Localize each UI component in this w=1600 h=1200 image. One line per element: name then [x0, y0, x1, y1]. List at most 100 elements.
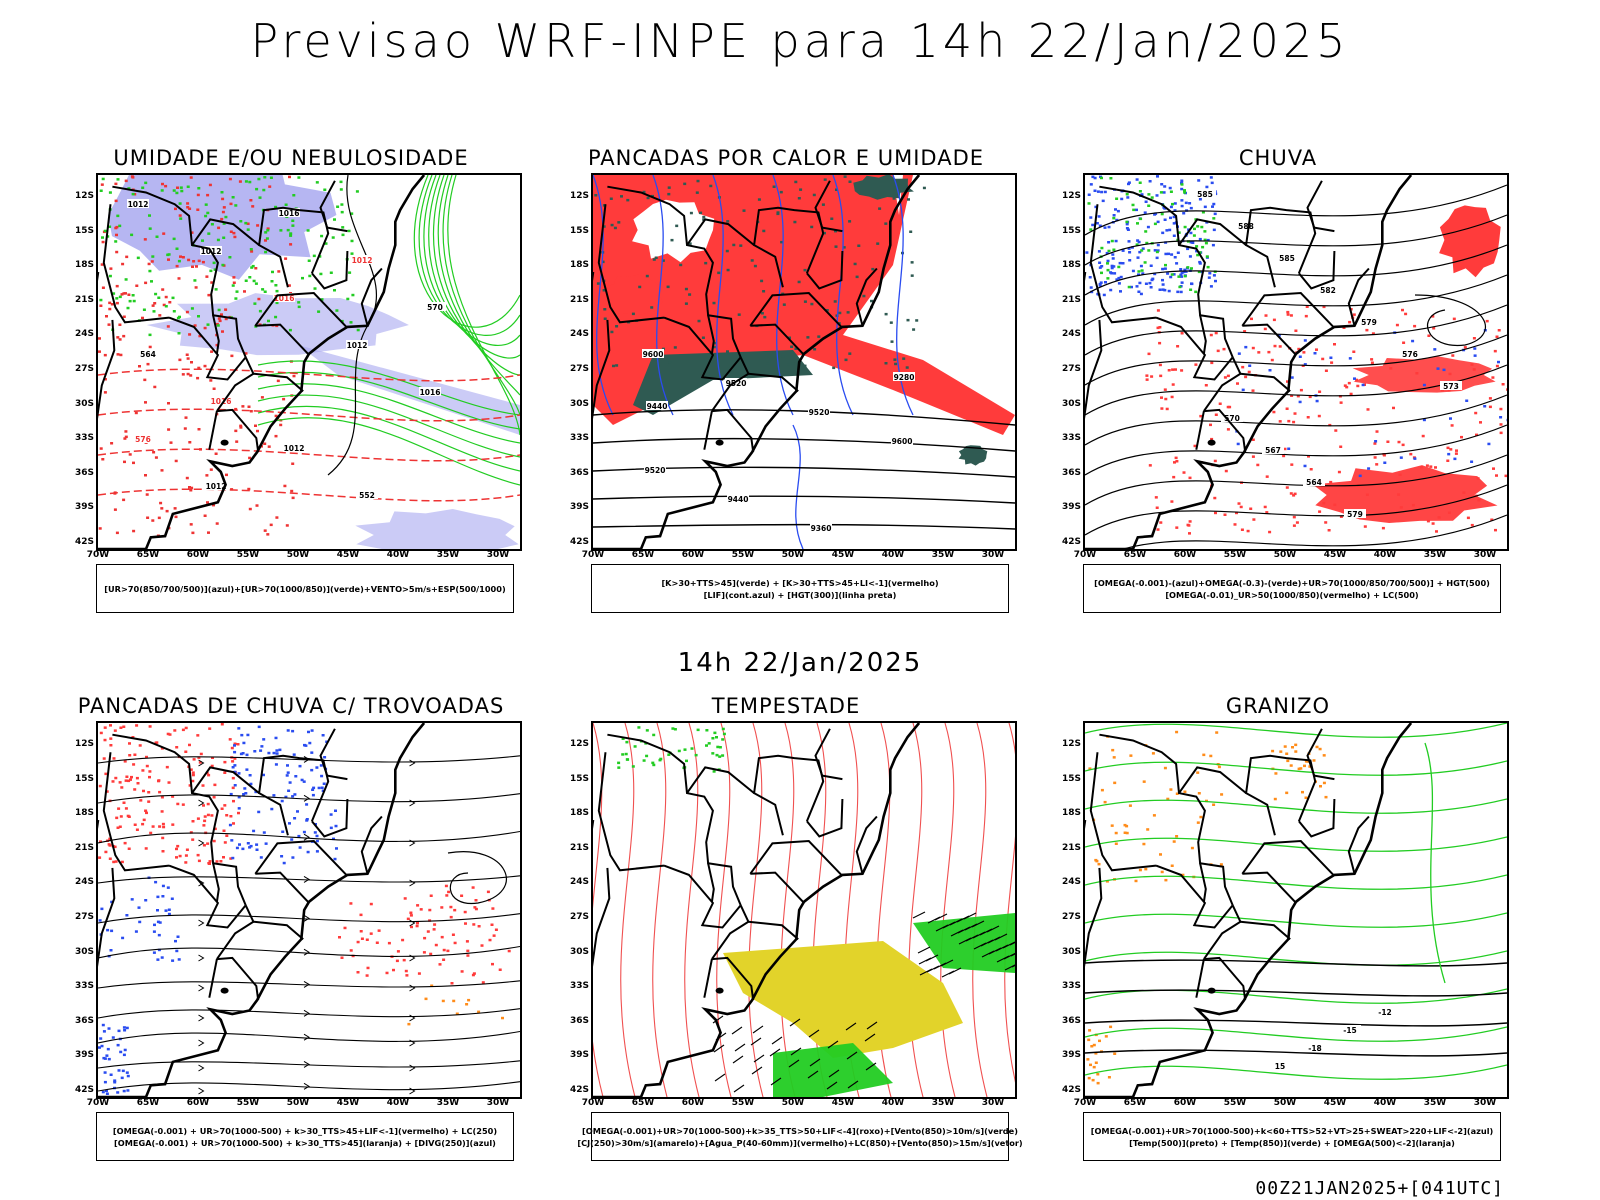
coastline-border-layer [98, 723, 426, 1097]
latitude-tick-label: 12S [569, 191, 589, 201]
longitude-tick-label: 60W [186, 1098, 210, 1108]
longitude-tick-label: 30W [486, 1098, 510, 1108]
latitude-tick-label: 15S [569, 225, 589, 236]
contour-label: 1012 [128, 200, 149, 209]
contour-label: 579 [1361, 318, 1377, 327]
latitude-tick-label: 39S [74, 502, 94, 513]
latitude-tick-label: 24S [1061, 877, 1081, 888]
middle-date: 14h 22/Jan/2025 [677, 648, 923, 678]
latitude-tick-label: 27S [74, 912, 94, 922]
latitude-tick-label: 39S [569, 1050, 589, 1061]
longitude-tick-label: 30W [1473, 1098, 1497, 1108]
forecast-field-layer: 9600 9520 9520 9600 9520 9440 9360 9280 9440 [593, 175, 1015, 549]
longitude-tick-label: 60W [681, 1098, 705, 1108]
latitude-tick-label: 27S [1061, 364, 1081, 374]
contour-label: 576 [1402, 350, 1418, 359]
longitude-tick-label: 55W [731, 550, 755, 560]
forecast-field-layer: 585 588 585 582 579 576 573 570 567 564 579 [1085, 175, 1507, 549]
contour-label: 1016 [279, 209, 300, 218]
longitude-tick-label: 30W [981, 1098, 1005, 1108]
contour-label: 564 [1306, 478, 1322, 487]
longitude-tick-label: 35W [436, 1098, 460, 1108]
forecast-field-layer [98, 723, 520, 1097]
panel-pancadas-calor: PANCADAS POR CALOR E UMIDADE 12S 15S 18S 21S… [551, 146, 1021, 626]
longitude-tick-label: 45W [336, 550, 360, 560]
contour-label: 1016 [211, 397, 232, 406]
contour-label: -15 [1343, 1026, 1357, 1035]
longitude-tick-label: 30W [1473, 550, 1497, 560]
latitude-tick-label: 24S [569, 329, 589, 340]
map-canvas: 585 588 585 582 579 576 573 570 567 564 579 [1085, 175, 1507, 549]
contour-label: 552 [359, 491, 375, 500]
latitude-tick-label: 12S [1061, 739, 1081, 749]
latitude-tick-label: 15S [1061, 773, 1081, 784]
latitude-tick-label: 24S [74, 877, 94, 888]
legend-line: [UR>70(850/700/500)](azul)+[UR>70(1000/8… [104, 583, 506, 594]
legend-line: [OMEGA(-0.001)+UR>70(1000-500)+k>35_TTS>… [582, 1125, 1018, 1136]
latitude-tick-label: 12S [1061, 191, 1081, 201]
latitude-tick-label: 21S [74, 842, 94, 853]
latitude-tick-label: 27S [74, 364, 94, 374]
longitude-tick-label: 70W [86, 550, 110, 560]
legend-box: [OMEGA(-0.001) + UR>70(1000-500) + k>30_… [96, 1112, 514, 1161]
latitude-tick-label: 36S [74, 467, 94, 478]
contour-label: 9280 [894, 373, 915, 382]
latitude-tick-label: 30S [1061, 398, 1081, 409]
longitude-tick-label: 50W [781, 1098, 805, 1108]
panel-title: PANCADAS DE CHUVA C/ TROVOADAS [77, 694, 505, 718]
longitude-tick-label: 70W [581, 550, 605, 560]
panel-pancadas-trovoadas: PANCADAS DE CHUVA C/ TROVOADAS 12S 15S 18S 2… [56, 694, 526, 1174]
longitude-axis: 70W 65W 60W 55W 50W 45W 40W 35W 30W [87, 550, 522, 564]
longitude-tick-label: 65W [1123, 1098, 1147, 1108]
contour-label: 9440 [647, 402, 668, 411]
contour-label: 9440 [728, 495, 749, 504]
longitude-tick-label: 45W [831, 550, 855, 560]
longitude-axis: 70W 65W 60W 55W 50W 45W 40W 35W 30W [582, 1098, 1017, 1112]
legend-line: [OMEGA(-0.01)_UR>50(1000/850)(vermelho) … [1165, 589, 1419, 600]
latitude-tick-label: 30S [569, 398, 589, 409]
contour-label: 9360 [811, 524, 832, 533]
contour-label: 15 [1275, 1062, 1285, 1071]
map-canvas [593, 723, 1015, 1097]
latitude-tick-label: 15S [74, 225, 94, 236]
longitude-tick-label: 65W [631, 1098, 655, 1108]
latitude-tick-label: 24S [74, 329, 94, 340]
latitude-tick-label: 42S [1061, 1085, 1081, 1095]
latitude-tick-label: 12S [74, 191, 94, 201]
latitude-axis: 12S 15S 18S 21S 24S 27S 30S 33S 36S 39S 42S [56, 173, 94, 551]
map-chuva: 585 588 585 582 579 576 573 570 567 564 579 [1083, 173, 1509, 551]
longitude-tick-label: 65W [136, 1098, 160, 1108]
latitude-axis: 12S 15S 18S 21S 24S 27S 30S 33S 36S 39S 42S [1043, 721, 1081, 1099]
latitude-tick-label: 39S [1061, 502, 1081, 513]
longitude-tick-label: 55W [236, 550, 260, 560]
latitude-tick-label: 33S [1061, 981, 1081, 992]
latitude-axis: 12S 15S 18S 21S 24S 27S 30S 33S 36S 39S 42S [1043, 173, 1081, 551]
latitude-tick-label: 33S [569, 433, 589, 444]
contour-label: 570 [427, 303, 443, 312]
panel-umidade: UMIDADE E/OU NEBULOSIDADE 12S 15S 18S 21S 24S… [56, 146, 526, 626]
latitude-tick-label: 36S [569, 467, 589, 478]
main-title: Previsao WRF-INPE para 14h 22/Jan/2025 [250, 14, 1350, 68]
legend-line: [OMEGA(-0.001)-(azul)+OMEGA(-0.3)-(verde… [1094, 577, 1490, 588]
map-canvas: 1012 1012 1016 1012 1016 576 1012 1016 1012 570 56… [98, 175, 520, 549]
longitude-tick-label: 35W [931, 1098, 955, 1108]
contour-label: 1016 [274, 294, 295, 303]
latitude-tick-label: 27S [569, 912, 589, 922]
latitude-tick-label: 36S [569, 1015, 589, 1026]
longitude-axis: 70W 65W 60W 55W 50W 45W 40W 35W 30W [87, 1098, 522, 1112]
panel-tempestade: TEMPESTADE 12S 15S 18S 21S 24S 27S 30S 33S 36S 39S… [551, 694, 1023, 1174]
contour-label: 9600 [643, 350, 664, 359]
longitude-tick-label: 45W [1323, 550, 1347, 560]
longitude-tick-label: 60W [186, 550, 210, 560]
longitude-tick-label: 45W [1323, 1098, 1347, 1108]
coastline-border-layer [1085, 175, 1413, 549]
map-umidade: 1012 1012 1016 1012 1016 576 1012 1016 1012 570 56… [96, 173, 522, 551]
panel-title: GRANIZO [1225, 694, 1331, 718]
latitude-tick-label: 21S [569, 294, 589, 305]
legend-line: [Temp(500)](preto) + [Temp(850)](verde) … [1129, 1137, 1455, 1148]
latitude-tick-label: 24S [1061, 329, 1081, 340]
latitude-tick-label: 36S [74, 1015, 94, 1026]
contour-label: 9600 [892, 437, 913, 446]
coastline-border-layer [593, 175, 921, 549]
latitude-tick-label: 12S [569, 739, 589, 749]
